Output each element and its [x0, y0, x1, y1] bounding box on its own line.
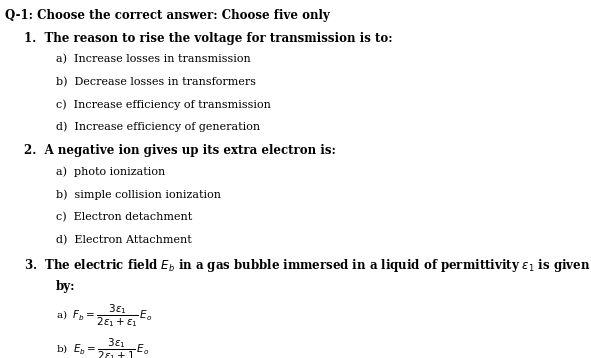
Text: a)  photo ionization: a) photo ionization: [56, 167, 165, 178]
Text: 1.  The reason to rise the voltage for transmission is to:: 1. The reason to rise the voltage for tr…: [24, 32, 392, 44]
Text: Q-1: Choose the correct answer: Choose five only: Q-1: Choose the correct answer: Choose f…: [5, 9, 329, 22]
Text: d)  Electron Attachment: d) Electron Attachment: [56, 234, 192, 245]
Text: a)  $F_b = \dfrac{3\varepsilon_1}{2\varepsilon_1+\varepsilon_1}\,E_o$: a) $F_b = \dfrac{3\varepsilon_1}{2\varep…: [56, 302, 152, 329]
Text: by:: by:: [56, 280, 76, 292]
Text: b)  simple collision ionization: b) simple collision ionization: [56, 189, 221, 200]
Text: 3.  The electric field $E_b$ in a gas bubble immersed in a liquid of permittivit: 3. The electric field $E_b$ in a gas bub…: [24, 257, 590, 274]
Text: b)  Decrease losses in transformers: b) Decrease losses in transformers: [56, 77, 256, 87]
Text: 2.  A negative ion gives up its extra electron is:: 2. A negative ion gives up its extra ele…: [24, 144, 336, 157]
Text: c)  Electron detachment: c) Electron detachment: [56, 212, 193, 222]
Text: c)  Increase efficiency of transmission: c) Increase efficiency of transmission: [56, 99, 271, 110]
Text: b)  $E_b = \dfrac{3\varepsilon_1}{2\varepsilon_1+1}\,E_o$: b) $E_b = \dfrac{3\varepsilon_1}{2\varep…: [56, 336, 150, 358]
Text: a)  Increase losses in transmission: a) Increase losses in transmission: [56, 54, 251, 64]
Text: d)  Increase efficiency of generation: d) Increase efficiency of generation: [56, 122, 260, 132]
